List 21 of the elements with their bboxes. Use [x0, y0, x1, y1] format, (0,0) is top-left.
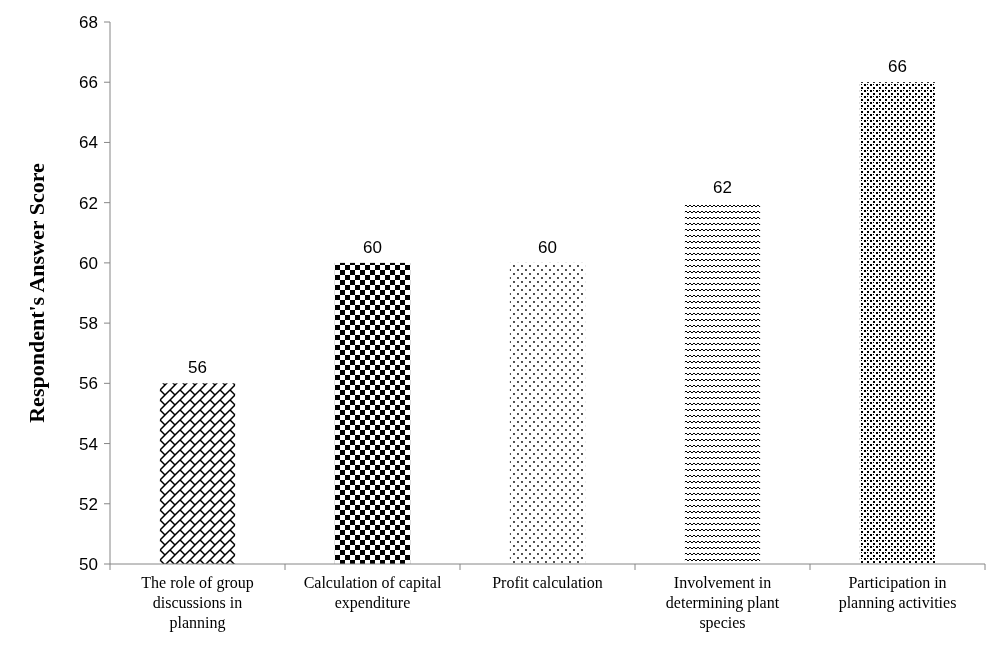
data-label: 60 — [538, 237, 557, 257]
x-tick-label: Participation in planning activities — [838, 574, 957, 612]
y-tick-label: 64 — [79, 133, 98, 153]
x-tick-label: Profit calculation — [492, 574, 603, 591]
data-label: 62 — [713, 177, 732, 197]
x-tick-label: The role of group discussions in planning — [141, 574, 254, 632]
y-tick-label: 60 — [79, 253, 98, 273]
y-tick-label: 54 — [79, 434, 98, 454]
x-tick-label: Involvement in determining plant species — [665, 574, 780, 632]
data-label: 60 — [363, 237, 382, 257]
y-axis-title: Respondent's Answer Score — [24, 163, 49, 423]
data-label: 56 — [188, 358, 207, 378]
y-tick-label: 68 — [79, 12, 98, 32]
y-tick-label: 50 — [79, 554, 98, 574]
y-tick-label: 66 — [79, 73, 98, 93]
y-tick-label: 58 — [79, 314, 98, 334]
y-tick-label: 62 — [79, 193, 98, 213]
data-label: 66 — [888, 57, 907, 77]
y-tick-label: 52 — [79, 494, 98, 514]
y-tick-label: 56 — [79, 374, 98, 394]
x-tick-label: Calculation of capital expenditure — [303, 574, 442, 612]
